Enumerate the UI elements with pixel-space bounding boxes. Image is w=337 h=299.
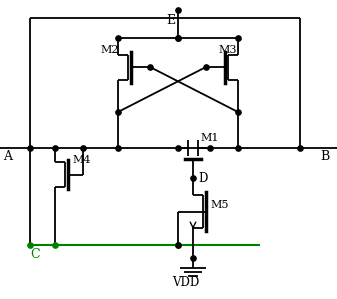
Text: E: E — [166, 13, 175, 27]
Text: M5: M5 — [210, 200, 228, 210]
Text: VDD: VDD — [172, 277, 199, 289]
Text: B: B — [320, 150, 329, 163]
Text: M2: M2 — [100, 45, 119, 55]
Text: M1: M1 — [200, 133, 218, 143]
Text: A: A — [3, 150, 12, 163]
Text: M4: M4 — [72, 155, 91, 165]
Text: C: C — [30, 248, 40, 262]
Text: M3: M3 — [218, 45, 237, 55]
Text: D: D — [198, 172, 207, 184]
